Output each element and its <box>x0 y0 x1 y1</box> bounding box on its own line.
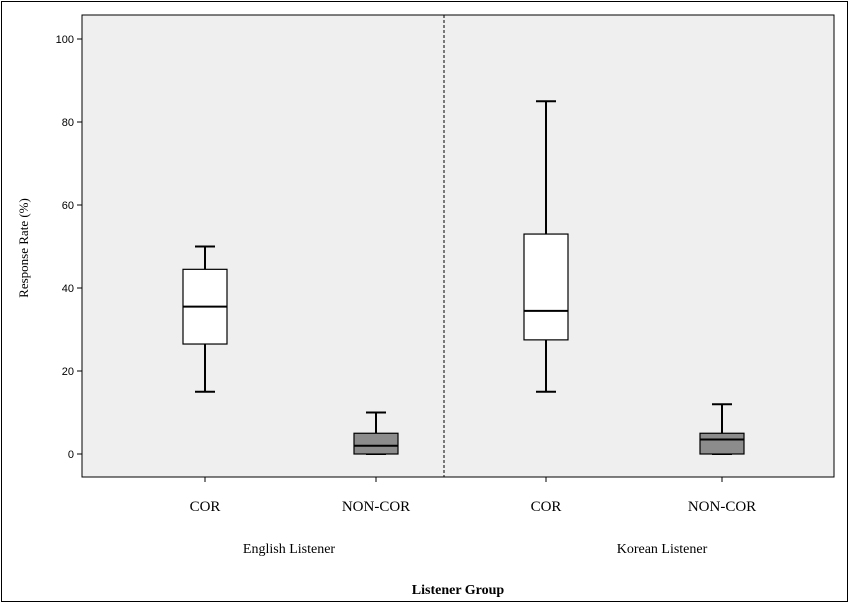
y-tick-label: 60 <box>62 200 74 212</box>
box-non-cor-english <box>353 411 399 455</box>
iqr-box <box>699 432 745 455</box>
box-cor-english <box>182 245 228 393</box>
category-label: COR <box>531 499 562 515</box>
group-label: English Listener <box>243 542 335 557</box>
x-labels: COR NON-COR English Listener COR NON-COR Kore… <box>190 477 756 557</box>
iqr-box <box>353 432 399 455</box>
y-tick-label: 100 <box>56 34 74 46</box>
x-axis-title: Listener Group <box>412 583 505 598</box>
group-label: Korean Listener <box>617 542 708 557</box>
y-ticks: 0 20 40 60 80 100 <box>56 34 82 461</box>
boxes <box>182 100 745 455</box>
box-non-cor-korean <box>699 403 745 455</box>
y-axis-title: Response Rate (%) <box>16 198 31 298</box>
iqr-box <box>523 233 569 341</box>
y-tick-label: 40 <box>62 283 74 295</box>
box-cor-korean <box>523 100 569 393</box>
category-label: NON-COR <box>688 499 756 515</box>
category-label: COR <box>190 499 221 515</box>
y-tick-label: 20 <box>62 366 74 378</box>
y-tick-label: 80 <box>62 117 74 129</box>
y-tick-label: 0 <box>68 449 74 461</box>
category-label: NON-COR <box>342 499 410 515</box>
